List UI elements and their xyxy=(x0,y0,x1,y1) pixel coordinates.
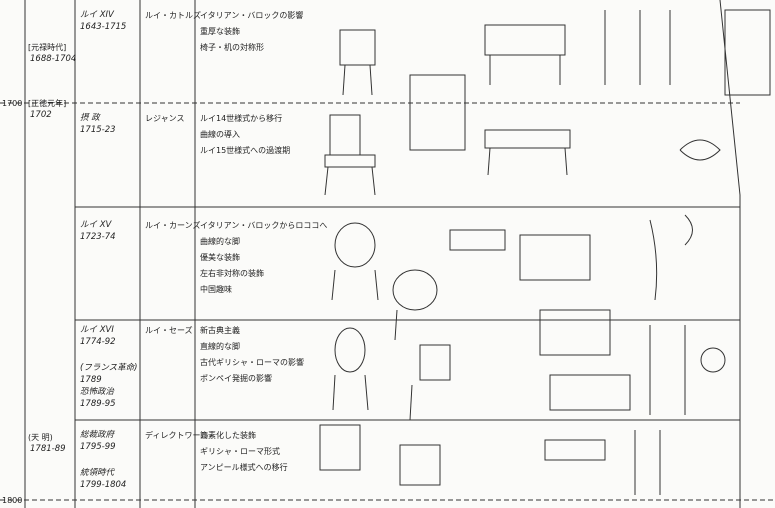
era-years: 1781-89 xyxy=(30,444,66,454)
note: 古代ギリシャ・ローマの影響 xyxy=(200,358,304,367)
period: 恐怖政治 xyxy=(80,387,115,397)
style-name: ルイ・カーンズ xyxy=(145,221,201,230)
period: 1789-95 xyxy=(80,399,116,409)
note: 新古典主義 xyxy=(200,326,240,335)
period: 統領時代 xyxy=(80,468,115,478)
style-name: レジャンス xyxy=(145,114,185,123)
note: 曲線の導入 xyxy=(200,130,240,139)
note: イタリアン・バロックからロココへ xyxy=(200,221,328,230)
note: ルイ15世様式への過渡期 xyxy=(200,146,291,155)
year-label: 1800 xyxy=(2,496,23,505)
note: 中国趣味 xyxy=(200,285,232,294)
period: 1774-92 xyxy=(80,337,116,347)
note: 優美な装飾 xyxy=(200,253,240,262)
note: ポンペイ発掘の影響 xyxy=(200,374,272,383)
period: (フランス革命) xyxy=(80,363,138,373)
era-label: [元禄時代] xyxy=(28,43,67,52)
note: 左右非対称の装飾 xyxy=(200,269,264,278)
period: 1795-99 xyxy=(80,442,116,452)
note: 直線的な脚 xyxy=(200,342,240,351)
note: ルイ14世様式から移行 xyxy=(200,114,283,123)
style-name: ルイ・セーズ xyxy=(145,326,193,335)
period: 1643-1715 xyxy=(80,22,127,32)
note: ギリシャ・ローマ形式 xyxy=(200,447,280,456)
note: イタリアン・バロックの影響 xyxy=(200,11,304,20)
note: 重厚な装飾 xyxy=(200,27,240,36)
style-name: ディレクトワール xyxy=(145,431,209,440)
era-label: [正徳元年] xyxy=(28,99,67,108)
period: ルイ XVI xyxy=(80,325,114,335)
note: 簡素化した装飾 xyxy=(200,431,256,440)
period: 1723-74 xyxy=(80,232,116,242)
period: 1799-1804 xyxy=(80,480,127,490)
year-label: 1700 xyxy=(2,99,23,108)
period: 1789 xyxy=(80,375,102,385)
note: 曲線的な脚 xyxy=(200,237,240,246)
note: 椅子・机の対称形 xyxy=(200,43,264,52)
note: アンピール様式への移行 xyxy=(200,463,288,472)
era-years: 1688-1704 xyxy=(30,54,77,64)
period: 総裁政府 xyxy=(80,430,115,440)
period: ルイ XIV xyxy=(80,10,114,20)
period: 摂 政 xyxy=(80,113,100,123)
era-label: (天 明) xyxy=(28,433,53,442)
era-years: 1702 xyxy=(30,110,52,120)
style-name: ルイ・カトルズ xyxy=(145,11,201,20)
period: 1715-23 xyxy=(80,125,116,135)
period: ルイ XV xyxy=(80,220,112,230)
